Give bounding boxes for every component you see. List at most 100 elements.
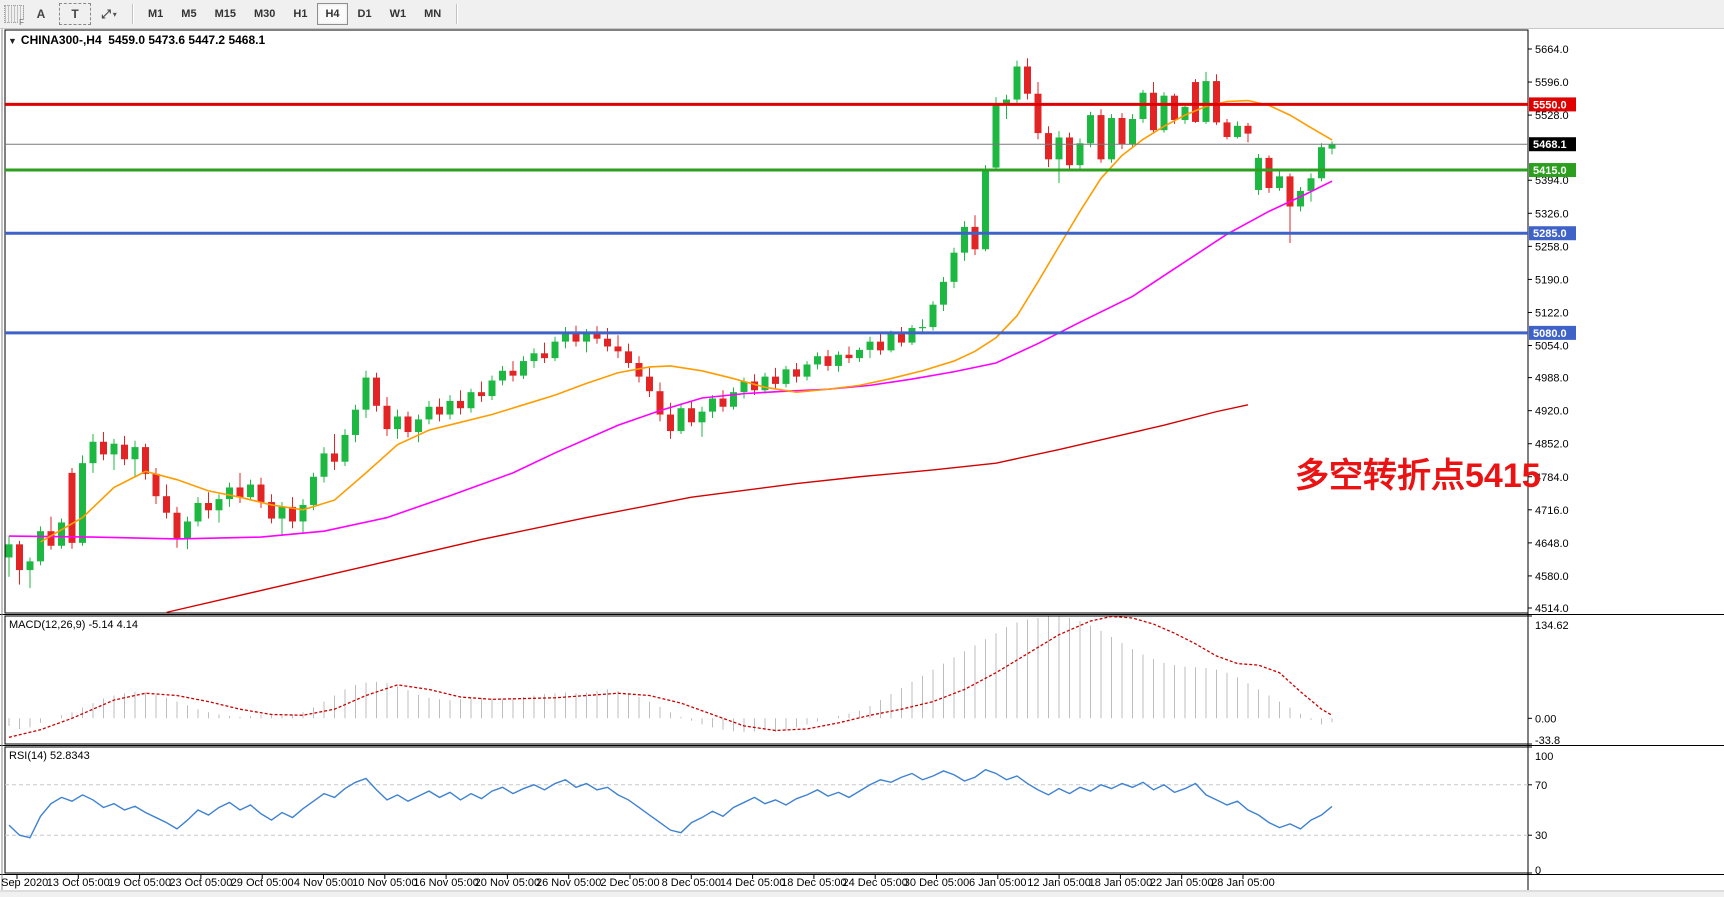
date-tick-label: 19 Oct 05:00 (108, 877, 171, 889)
candle-body (1265, 157, 1273, 189)
candle-body (394, 416, 401, 430)
timeframe-button-M5[interactable]: M5 (181, 8, 197, 20)
candle-body (331, 453, 338, 462)
candle-body (89, 441, 97, 464)
main-chart-panel[interactable] (4, 29, 1529, 614)
candle-body (100, 441, 107, 455)
candle-body (499, 370, 506, 381)
window-grid-icon[interactable]: F (4, 5, 24, 27)
candle-body (877, 341, 884, 351)
ma-fast-orange-line (40, 99, 1333, 543)
candle-body (940, 281, 947, 305)
candle-body (551, 341, 559, 359)
date-tick-label: 23 Oct 05:00 (169, 877, 232, 889)
candle-body (793, 369, 800, 377)
price-badge-label: 5415.0 (1533, 165, 1567, 177)
date-tick-label: 18 Jan 05:00 (1089, 877, 1153, 889)
candle-body (520, 361, 527, 376)
candle-body (1076, 143, 1084, 166)
timeframe-button-W1[interactable]: W1 (389, 8, 407, 20)
candle-body (194, 503, 202, 522)
date-tick-label: 13 Oct 05:00 (47, 877, 110, 889)
candle-body (226, 487, 233, 500)
candle-body (5, 544, 13, 558)
candle-body (1066, 137, 1073, 166)
price-badge (1529, 325, 1576, 340)
date-tick-label: 20 Nov 05:00 (475, 877, 540, 889)
candle-body (730, 392, 737, 407)
date-tick-label: 2 Dec 05:00 (600, 877, 659, 889)
candle-body (530, 353, 538, 362)
symbol-dropdown-icon[interactable]: ▼ (8, 36, 17, 46)
candle-body (1307, 178, 1315, 191)
chevron-down-icon[interactable]: ▾ (112, 9, 117, 19)
timeframe-button-H4[interactable]: H4 (317, 3, 348, 25)
timeframe-button-MN[interactable]: MN (424, 8, 442, 20)
macd-values: -5.14 4.14 (85, 619, 139, 631)
timeframe-button-H1[interactable]: H1 (293, 8, 308, 20)
timeframe-button-D1[interactable]: D1 (357, 8, 372, 20)
candle-body (1055, 137, 1063, 160)
price-tick-label: 4580.0 (1535, 571, 1569, 583)
candle-body (761, 376, 769, 391)
candle-body (772, 376, 779, 384)
candle-body (1034, 93, 1042, 134)
price-tick-label: 4514.0 (1535, 603, 1569, 615)
candle-body (121, 444, 128, 460)
candle-body (1045, 133, 1052, 160)
candle-body (1223, 122, 1231, 137)
quote-open: 5459.0 (108, 33, 145, 47)
candle-body (26, 561, 34, 571)
cursor-icon[interactable]: A (36, 7, 46, 21)
candle-body (131, 447, 139, 460)
date-tick-label: 30 Dec 05:00 (904, 877, 969, 889)
price-badge-label: 5468.1 (1533, 139, 1567, 151)
macd-panel[interactable] (4, 615, 1529, 745)
candle-body (415, 419, 422, 433)
candle-body (688, 408, 695, 423)
candle-body (677, 408, 685, 432)
toolbar-icon-group: F A T ⤢ ▾ (0, 3, 126, 27)
timeframe-button-M1[interactable]: M1 (148, 8, 164, 20)
candle-body (362, 377, 370, 410)
timeframe-button-M15[interactable]: M15 (214, 8, 236, 20)
candle-body (835, 354, 842, 366)
candle-body (572, 332, 580, 342)
price-badge (1529, 226, 1576, 241)
candle-body (824, 356, 832, 366)
candle-body (604, 338, 611, 347)
candle-body (58, 522, 65, 546)
candle-body (278, 506, 286, 519)
rsi-panel[interactable] (4, 746, 1529, 874)
candle-body (803, 364, 811, 377)
candle-body (782, 369, 790, 384)
candle-body (1181, 106, 1189, 120)
candle-body (1276, 176, 1283, 189)
price-badge (1529, 97, 1576, 112)
candle-body (68, 472, 76, 543)
text-tool-icon[interactable]: T (59, 3, 91, 25)
candle-body (1150, 92, 1157, 131)
candle-body (341, 434, 349, 462)
candle-body (268, 502, 275, 519)
candle-body (1097, 115, 1105, 160)
candle-body (457, 400, 464, 409)
price-tick-label: 5326.0 (1535, 208, 1569, 220)
candle-body (404, 416, 412, 433)
statusbar-strip (0, 892, 1724, 897)
quote-low: 5447.2 (188, 33, 226, 47)
rsi-tick-label: 0 (1535, 865, 1541, 877)
rsi-tick-label: 100 (1535, 751, 1553, 763)
candle-body (845, 354, 853, 359)
rsi-tick-label: 30 (1535, 830, 1547, 842)
quote-header[interactable]: ▼ CHINA300-,H4 5459.0 5473.6 5447.2 5468.… (8, 33, 265, 47)
timeframe-button-M30[interactable]: M30 (253, 8, 276, 20)
candle-body (205, 503, 212, 511)
candle-body (16, 544, 23, 571)
arrange-icon[interactable]: ⤢ ▾ (101, 6, 117, 21)
candle-body (1024, 66, 1031, 94)
date-tick-label: 8 Dec 05:00 (662, 877, 721, 889)
price-badge (1529, 137, 1576, 152)
